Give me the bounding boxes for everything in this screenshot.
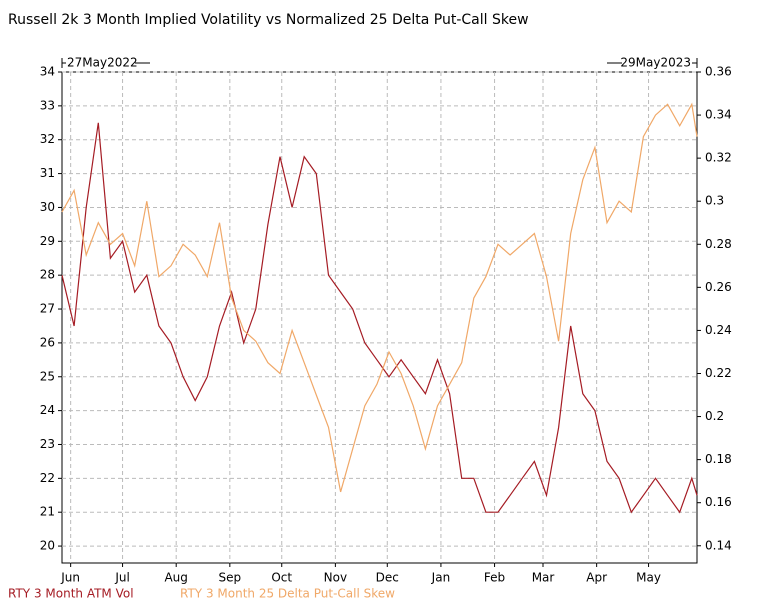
- series-line: [61, 122, 698, 514]
- y-tick-label: 24: [40, 403, 55, 417]
- y-tick-label: 20: [40, 539, 55, 553]
- legend-entry: RTY 3 Month ATM Vol: [8, 587, 134, 601]
- x-tick-label: Oct: [271, 571, 292, 585]
- x-tick-label: Nov: [324, 571, 347, 585]
- x-tick-label: Jul: [114, 571, 129, 585]
- y2-tick-label: 0.32: [705, 151, 732, 165]
- y-tick-label: 34: [40, 65, 55, 79]
- y-tick-label: 29: [40, 234, 55, 248]
- x-tick-label: Feb: [484, 571, 505, 585]
- x-tick-label: Jan: [431, 571, 451, 585]
- y-tick-label: 33: [40, 98, 55, 112]
- y2-tick-label: 0.3: [705, 194, 724, 208]
- y2-tick-label: 0.34: [705, 108, 732, 122]
- x-tick-label: Jun: [60, 571, 80, 585]
- y2-tick-label: 0.16: [705, 495, 732, 509]
- x-tick-label: Sep: [219, 571, 242, 585]
- y-tick-label: 28: [40, 268, 55, 282]
- end-label: 29May2023: [620, 56, 691, 70]
- x-tick-label: Apr: [586, 571, 607, 585]
- y-tick-label: 32: [40, 132, 55, 146]
- y-tick-label: 27: [40, 302, 55, 316]
- x-tick-label: Dec: [376, 571, 399, 585]
- y-tick-label: 23: [40, 437, 55, 451]
- x-tick-label: Mar: [532, 571, 555, 585]
- y2-tick-label: 0.26: [705, 280, 732, 294]
- y2-tick-label: 0.22: [705, 366, 732, 380]
- y-tick-label: 22: [40, 471, 55, 485]
- series-line: [61, 102, 698, 493]
- plot-area: [61, 71, 698, 563]
- y2-tick-label: 0.2: [705, 409, 724, 423]
- legend-entry: RTY 3 Month 25 Delta Put-Call Skew: [180, 587, 395, 601]
- y-tick-label: 31: [40, 166, 55, 180]
- y-tick-label: 21: [40, 505, 55, 519]
- chart-title: Russell 2k 3 Month Implied Volatility vs…: [8, 12, 529, 28]
- x-tick-label: May: [636, 571, 661, 585]
- start-label: 27May2022: [67, 56, 138, 70]
- y-tick-label: 30: [40, 200, 55, 214]
- x-tick-label: Aug: [164, 571, 187, 585]
- y2-tick-label: 0.24: [705, 323, 732, 337]
- y2-tick-label: 0.36: [705, 65, 732, 79]
- y2-tick-label: 0.28: [705, 237, 732, 251]
- y2-tick-label: 0.18: [705, 452, 732, 466]
- y-tick-label: 26: [40, 335, 55, 349]
- y2-tick-label: 0.14: [705, 538, 732, 552]
- y-tick-label: 25: [40, 369, 55, 383]
